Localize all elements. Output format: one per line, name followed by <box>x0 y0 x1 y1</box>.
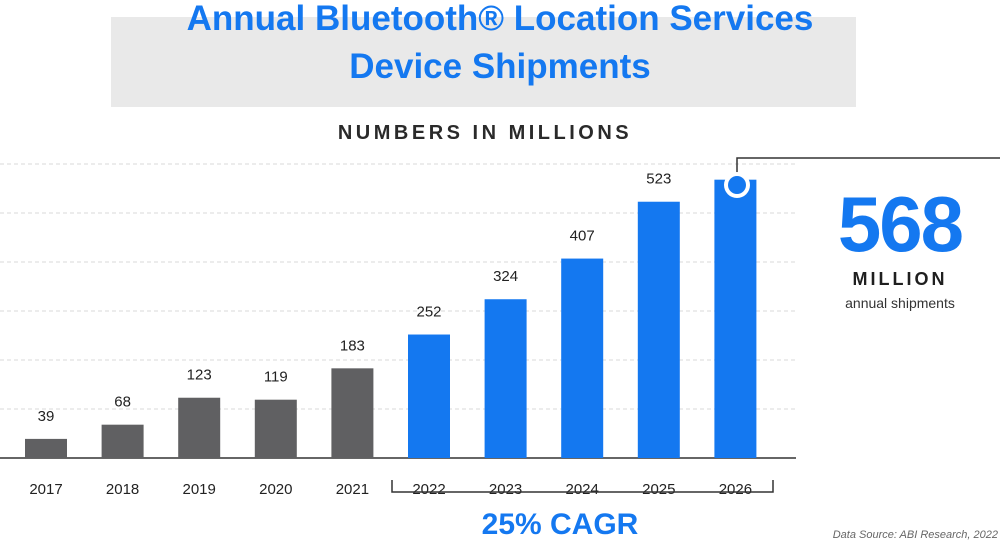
x-tick-2019: 2019 <box>183 481 216 498</box>
data-label-2019: 123 <box>187 367 212 384</box>
data-label-2022: 252 <box>416 304 441 321</box>
x-tick-2021: 2021 <box>336 481 369 498</box>
highlight-description: annual shipments <box>845 295 955 311</box>
x-tick-labels: 2017 2018 2019 2020 2021 2022 2023 2024 2025 2026 <box>29 481 752 498</box>
cagr-label: 25% CAGR <box>481 508 639 541</box>
data-label-2023: 324 <box>493 268 518 285</box>
bar-2026 <box>714 179 757 458</box>
data-label-2025: 523 <box>646 171 671 188</box>
callout-dot-inner-icon <box>728 176 746 194</box>
data-label-2024: 407 <box>570 228 595 245</box>
bar-2023 <box>484 299 527 458</box>
bar-2019 <box>178 397 221 458</box>
x-tick-2023: 2023 <box>489 481 522 498</box>
x-tick-2017: 2017 <box>29 481 62 498</box>
data-labels: 39 68 123 119 183 252 324 407 523 <box>38 171 672 425</box>
chart-title: Annual Bluetooth® Location Services Devi… <box>0 0 1000 91</box>
x-tick-2018: 2018 <box>106 481 139 498</box>
x-tick-2022: 2022 <box>412 481 445 498</box>
x-tick-2025: 2025 <box>642 481 675 498</box>
bar-2017 <box>25 438 67 458</box>
x-tick-2020: 2020 <box>259 481 292 498</box>
bar-2022 <box>408 334 450 458</box>
x-tick-2024: 2024 <box>566 481 599 498</box>
data-label-2020: 119 <box>264 369 288 386</box>
data-source: Data Source: ABI Research, 2022 <box>832 529 998 541</box>
bar-2018 <box>101 424 144 458</box>
bar-2025 <box>637 201 680 459</box>
highlight-value: 568 <box>837 180 964 268</box>
highlight-unit: MILLION <box>852 269 948 289</box>
callout-connector-line <box>736 157 1000 178</box>
bar-2020 <box>254 399 297 458</box>
data-label-2018: 68 <box>114 394 131 411</box>
bar-2021 <box>331 368 374 458</box>
title-background <box>111 17 856 107</box>
bar-2024 <box>561 258 604 458</box>
chart-title-line-1: Annual Bluetooth® Location Services <box>186 0 814 38</box>
cagr-bracket <box>391 480 774 493</box>
chart-title-line-2: Device Shipments <box>349 47 651 86</box>
chart-subtitle: NUMBERS IN MILLIONS <box>337 122 633 144</box>
data-label-2017: 39 <box>38 408 55 425</box>
bars <box>25 179 757 459</box>
data-label-2021: 183 <box>340 337 365 354</box>
x-tick-2026: 2026 <box>719 481 752 498</box>
